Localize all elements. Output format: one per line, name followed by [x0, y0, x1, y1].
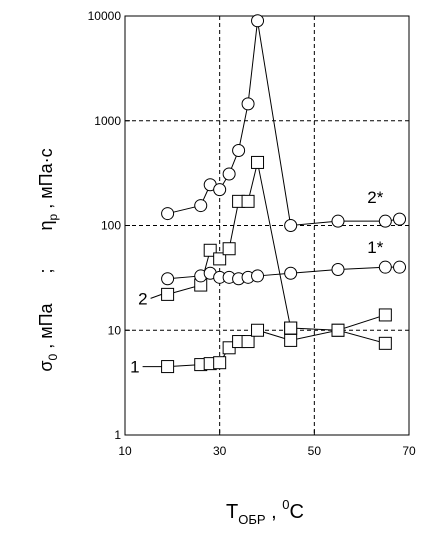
data-point-circle — [232, 143, 246, 157]
data-point-circle — [378, 260, 392, 274]
data-point-circle — [331, 214, 345, 228]
x-axis-title-unit: C — [290, 501, 304, 523]
y-title-eta-sub: р — [46, 213, 60, 220]
y-axis-title-group: σ0 , мПа; ηр , мПа·с — [36, 148, 60, 371]
data-point-square — [241, 194, 255, 208]
data-point-circle — [194, 199, 208, 213]
data-point-circle — [213, 183, 227, 197]
x-axis-title-sub: ОБР — [238, 512, 265, 527]
x-axis-title-sup: 0 — [282, 497, 289, 512]
data-point-square — [251, 155, 265, 169]
series-1* — [284, 308, 392, 337]
data-point-circle — [393, 260, 407, 274]
y-axis-title: σ0 , мПа; ηр , мПа·с — [36, 148, 60, 371]
data-point-circle — [331, 263, 345, 277]
data-point-square — [284, 333, 298, 347]
curve-label-2*: 2* — [367, 188, 383, 207]
data-point-square — [213, 356, 227, 370]
data-point-circle — [241, 97, 255, 111]
curve-label-1*: 1* — [367, 238, 383, 257]
data-point-square — [331, 323, 345, 337]
y-title-eta: η — [36, 220, 56, 230]
y-title-separator: ; — [36, 268, 56, 273]
y-tick-label: 10000 — [88, 9, 122, 23]
grid-lines — [125, 16, 409, 435]
data-point-square — [251, 323, 265, 337]
curve-label-1: 1 — [130, 358, 139, 377]
y-tick-label: 10 — [108, 323, 122, 337]
x-axis-title-main: T — [226, 501, 238, 523]
y-title-sigma-sub: 0 — [46, 353, 60, 360]
data-point-circle — [222, 167, 236, 181]
y-tick-label: 100 — [101, 219, 121, 233]
x-tick-label: 50 — [308, 444, 322, 458]
axis-ticks: 10 30 50 70 1 10 100 1000 10000 — [88, 9, 416, 458]
x-axis-title: TОБР , 0C — [226, 497, 304, 527]
series-2* — [161, 14, 407, 232]
data-point-circle — [161, 207, 175, 221]
y-tick-label: 1 — [114, 428, 121, 442]
curve-labels: 1 2 1* 2* — [130, 188, 384, 376]
data-point-circle — [284, 266, 298, 280]
y-tick-label: 1000 — [94, 114, 121, 128]
data-point-square — [222, 242, 236, 256]
data-point-square — [284, 321, 298, 335]
data-point-circle — [251, 269, 265, 283]
x-tick-label: 30 — [213, 444, 227, 458]
data-point-square — [161, 360, 175, 374]
series-1 — [161, 323, 392, 374]
y-title-sigma: σ — [36, 360, 56, 371]
data-point-square — [161, 287, 175, 301]
label-leader — [150, 293, 162, 299]
data-point-square — [213, 252, 227, 266]
x-tick-label: 10 — [118, 444, 132, 458]
data-point-circle — [393, 212, 407, 226]
y-title-sigma-unit: , мПа — [36, 302, 56, 353]
series-1*_circles — [161, 260, 407, 286]
data-point-circle — [284, 219, 298, 232]
data-point-square — [241, 335, 255, 349]
x-tick-label: 70 — [402, 444, 416, 458]
data-point-circle — [161, 272, 175, 286]
data-point-square — [378, 336, 392, 350]
series-line — [167, 20, 400, 227]
x-axis-title-sep: , — [266, 501, 283, 523]
y-title-eta-unit: , мПа·с — [36, 148, 56, 213]
data-point-circle — [251, 14, 265, 28]
data-point-circle — [378, 214, 392, 228]
series-2 — [161, 155, 298, 335]
curve-label-2: 2 — [138, 289, 147, 308]
data-point-square — [378, 308, 392, 322]
series-group — [161, 14, 407, 374]
